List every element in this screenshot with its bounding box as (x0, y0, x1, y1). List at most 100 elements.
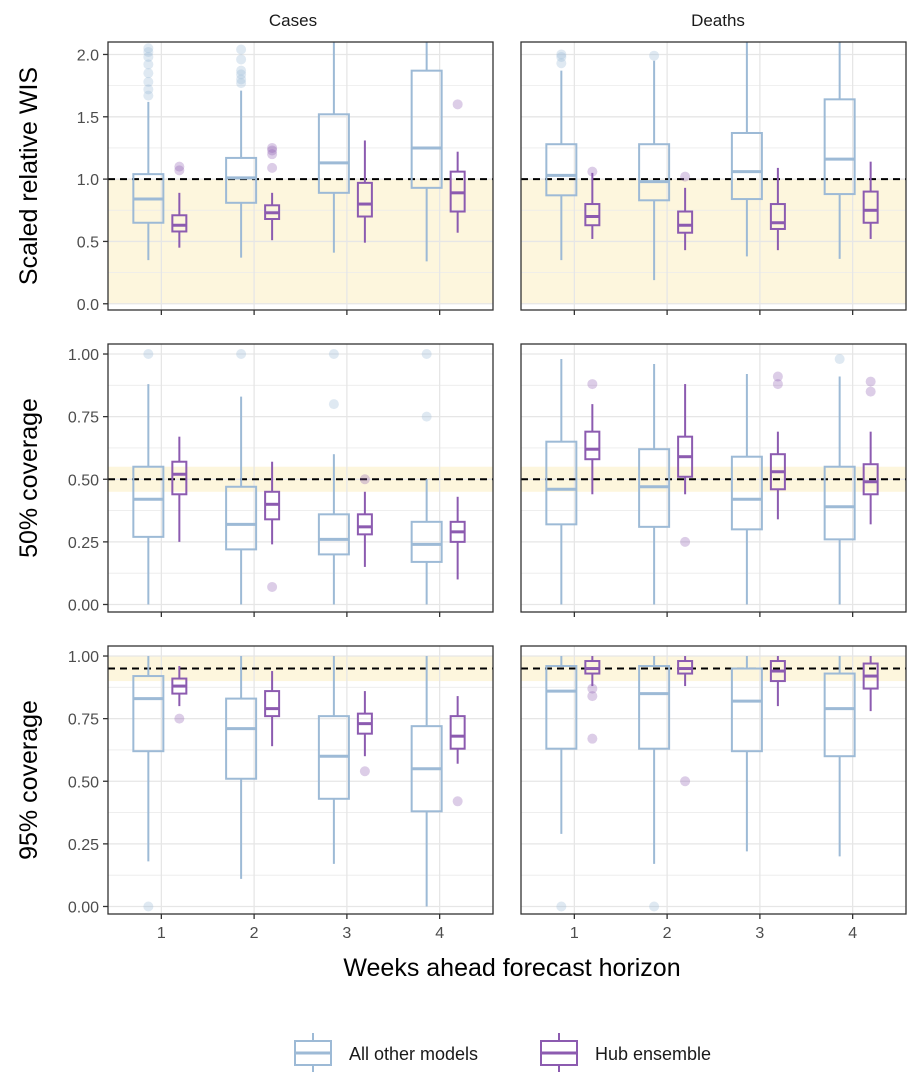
outlier-point (421, 411, 432, 422)
box-hub-ensemble-h3 (356, 691, 373, 777)
box-hub-ensemble-h3 (769, 656, 786, 707)
outlier-point (556, 901, 567, 912)
box-hub-ensemble-h3 (356, 474, 373, 567)
outlier-point (143, 84, 154, 95)
facet-title-deaths: Deaths (691, 11, 745, 30)
box-hub-ensemble-h4 (449, 496, 466, 580)
box-iqr (225, 697, 258, 780)
box-all-other-models-h2 (638, 50, 671, 281)
outlier-point (143, 90, 154, 101)
box-iqr (317, 113, 350, 194)
panel-2-cases: 0.00 0.25 0.50 0.75 1.00 (68, 343, 494, 617)
outlier-point (267, 162, 278, 173)
outlier-point (267, 145, 278, 156)
outlier-point (143, 51, 154, 62)
outlier-point (587, 691, 598, 702)
outlier-point (421, 349, 432, 360)
box-iqr (730, 455, 763, 531)
outlier-point (328, 349, 339, 360)
box-hub-ensemble-h1 (584, 656, 601, 744)
x-tick-label: 4 (435, 925, 444, 942)
box-all-other-models-h2 (225, 656, 258, 879)
box-all-other-models-h2 (638, 656, 671, 912)
y-tick-label: 2.0 (77, 47, 99, 64)
outlier-point (143, 901, 154, 912)
panel-background (521, 646, 906, 914)
box-iqr (823, 672, 856, 758)
legend-label-hub-ensemble: Hub ensemble (595, 1044, 711, 1064)
panel-border (107, 41, 494, 311)
outlier-point (328, 399, 339, 410)
box-iqr (584, 430, 601, 461)
box-all-other-models-h4 (410, 656, 443, 907)
x-tick-label: 2 (250, 925, 259, 942)
x-tick-label: 1 (570, 925, 579, 942)
y-tick-label: 0.75 (68, 712, 99, 729)
box-iqr (356, 181, 373, 218)
box-all-other-models-h3 (730, 656, 763, 852)
box-all-other-models-h1 (545, 49, 578, 261)
outlier-point (143, 349, 154, 360)
box-iqr (545, 440, 578, 526)
legend-label-all-other-models: All other models (349, 1044, 478, 1064)
box-hub-ensemble-h4 (862, 376, 879, 525)
outlier-point (680, 171, 691, 182)
facet-title-cases: Cases (269, 11, 317, 30)
outlier-point (267, 142, 278, 153)
y-tick-label: 1.00 (68, 649, 99, 666)
x-tick-label: 4 (848, 925, 857, 942)
outlier-point (865, 376, 876, 387)
box-iqr (730, 667, 763, 753)
box-iqr (677, 210, 694, 234)
box-iqr (225, 156, 258, 204)
box-iqr (545, 665, 578, 750)
y-tick-label: 1.00 (68, 347, 99, 364)
box-hub-ensemble-h4 (862, 161, 879, 239)
box-hub-ensemble-h4 (449, 99, 466, 233)
outlier-point (236, 54, 247, 65)
outlier-point (680, 776, 691, 787)
outlier-point (587, 166, 598, 177)
panels-layer: 0.0 0.5 1.0 1.5 2.0 0.00 0.25 0.50 0.75 1.00 1 2 3 4 0… (68, 41, 907, 942)
outlier-point (236, 69, 247, 80)
box-iqr (769, 203, 786, 230)
outlier-point (236, 349, 247, 360)
box-all-other-models-h3 (317, 42, 350, 253)
box-all-other-models-h4 (410, 42, 443, 262)
panel-3-cases: 1 2 3 4 0.00 0.25 0.50 0.75 1.00 (68, 645, 494, 942)
outlier-point (359, 474, 370, 485)
outlier-point (174, 713, 185, 724)
box-iqr (410, 69, 443, 189)
box-all-other-models-h4 (823, 656, 856, 857)
y-tick-label: 0.00 (68, 899, 99, 916)
y-tick-label: 0.50 (68, 774, 99, 791)
box-hub-ensemble-h1 (171, 436, 188, 542)
box-hub-ensemble-h3 (769, 371, 786, 520)
x-tick-label: 1 (157, 925, 166, 942)
outlier-point (556, 51, 567, 62)
panel-border (520, 41, 907, 311)
box-hub-ensemble-h1 (171, 161, 188, 248)
outlier-point (143, 43, 154, 54)
x-tick-label: 3 (755, 925, 764, 942)
outlier-point (680, 536, 691, 547)
box-iqr (225, 485, 258, 551)
outlier-point (143, 46, 154, 57)
y-tick-label: 0.50 (68, 472, 99, 489)
box-hub-ensemble-h3 (769, 167, 786, 251)
box-iqr (545, 143, 578, 197)
outlier-point (587, 733, 598, 744)
box-all-other-models-h3 (317, 656, 350, 864)
box-all-other-models-h2 (638, 364, 671, 605)
box-hub-ensemble-h4 (449, 696, 466, 807)
outlier-point (556, 58, 567, 69)
box-iqr (264, 690, 281, 718)
box-iqr (171, 460, 188, 496)
y-tick-label: 0.25 (68, 837, 99, 854)
panel-3-deaths: 1 2 3 4 (520, 645, 907, 942)
y-tick-label: 0.0 (77, 297, 99, 314)
box-iqr (823, 98, 856, 196)
outlier-point (649, 50, 660, 61)
box-hub-ensemble-h2 (264, 142, 281, 241)
